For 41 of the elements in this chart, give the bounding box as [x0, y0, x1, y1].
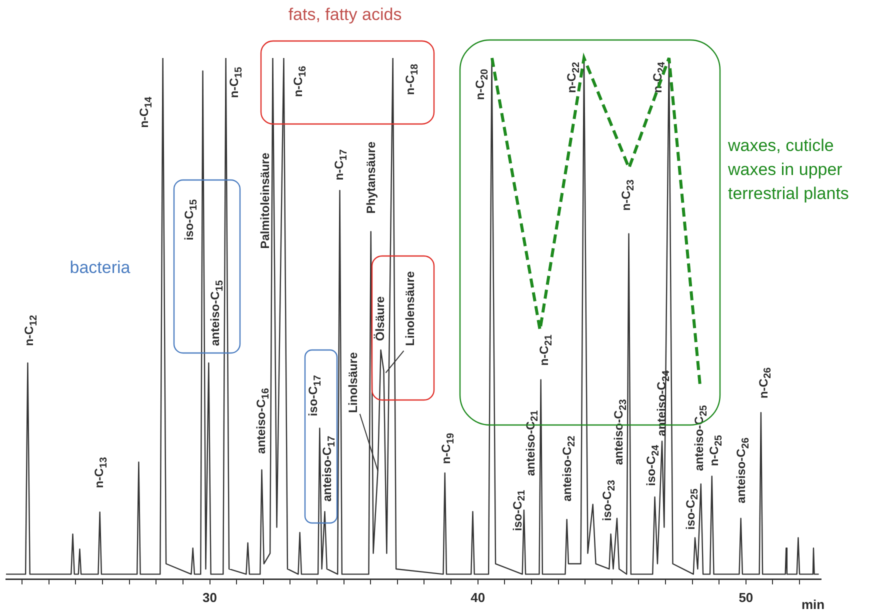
annotation: iso-C23: [600, 479, 618, 522]
x-axis-title: min: [801, 596, 825, 612]
x-tick-label: 40: [470, 590, 486, 605]
annotation: anteiso-C24: [654, 370, 672, 436]
annotation: Linolsäure: [346, 352, 360, 413]
annotation: n-C20: [473, 68, 491, 100]
annotation: anteiso-C23: [611, 398, 629, 465]
annotation: n-C15: [227, 66, 245, 98]
annotation: Ölsäure: [373, 296, 388, 341]
annotation: n-C21: [537, 334, 555, 366]
annotation: anteiso-C15: [208, 280, 226, 346]
annotation: anteiso-C16: [254, 388, 272, 454]
x-tick-label: 50: [738, 590, 754, 605]
annotation: anteiso-C26: [734, 437, 752, 504]
annotation: iso-C21: [510, 489, 528, 532]
annotation: n-C19: [439, 432, 457, 464]
annotation: Linolensäure: [403, 270, 418, 346]
annotation: bacteria: [70, 258, 131, 277]
annotation: n-C18: [403, 63, 421, 95]
annotation: n-C16: [291, 65, 308, 97]
annotation: iso-C24: [644, 444, 662, 486]
x-tick-label: 30: [202, 590, 217, 605]
annotation: iso-C15: [182, 198, 200, 240]
annotation: anteiso-C22: [560, 435, 578, 502]
annotation: n-C26: [756, 367, 774, 399]
annotation: n-C14: [137, 96, 155, 128]
annotation: n-C25: [707, 434, 725, 466]
text: fats, fatty acids: [288, 5, 402, 24]
annotation: Phytansäure: [364, 141, 378, 214]
annotation: anteiso-C21: [523, 410, 541, 476]
annotation: iso-C25: [683, 488, 701, 530]
annotation: iso-C17: [306, 374, 324, 416]
annotation: n-C22: [564, 61, 582, 93]
annotation: anteiso-C17: [320, 435, 338, 502]
annotation: waxes, cuticle waxes in upper terrestrial plants: [727, 136, 849, 203]
annotation: n-C23: [619, 179, 637, 211]
annotation: n-C17: [332, 148, 350, 180]
annotation: Palmitoleinsäure: [258, 152, 272, 249]
annotation: anteiso-C25: [692, 404, 710, 471]
annotation: n-C12: [22, 314, 40, 346]
annotation: n-C13: [92, 456, 110, 488]
